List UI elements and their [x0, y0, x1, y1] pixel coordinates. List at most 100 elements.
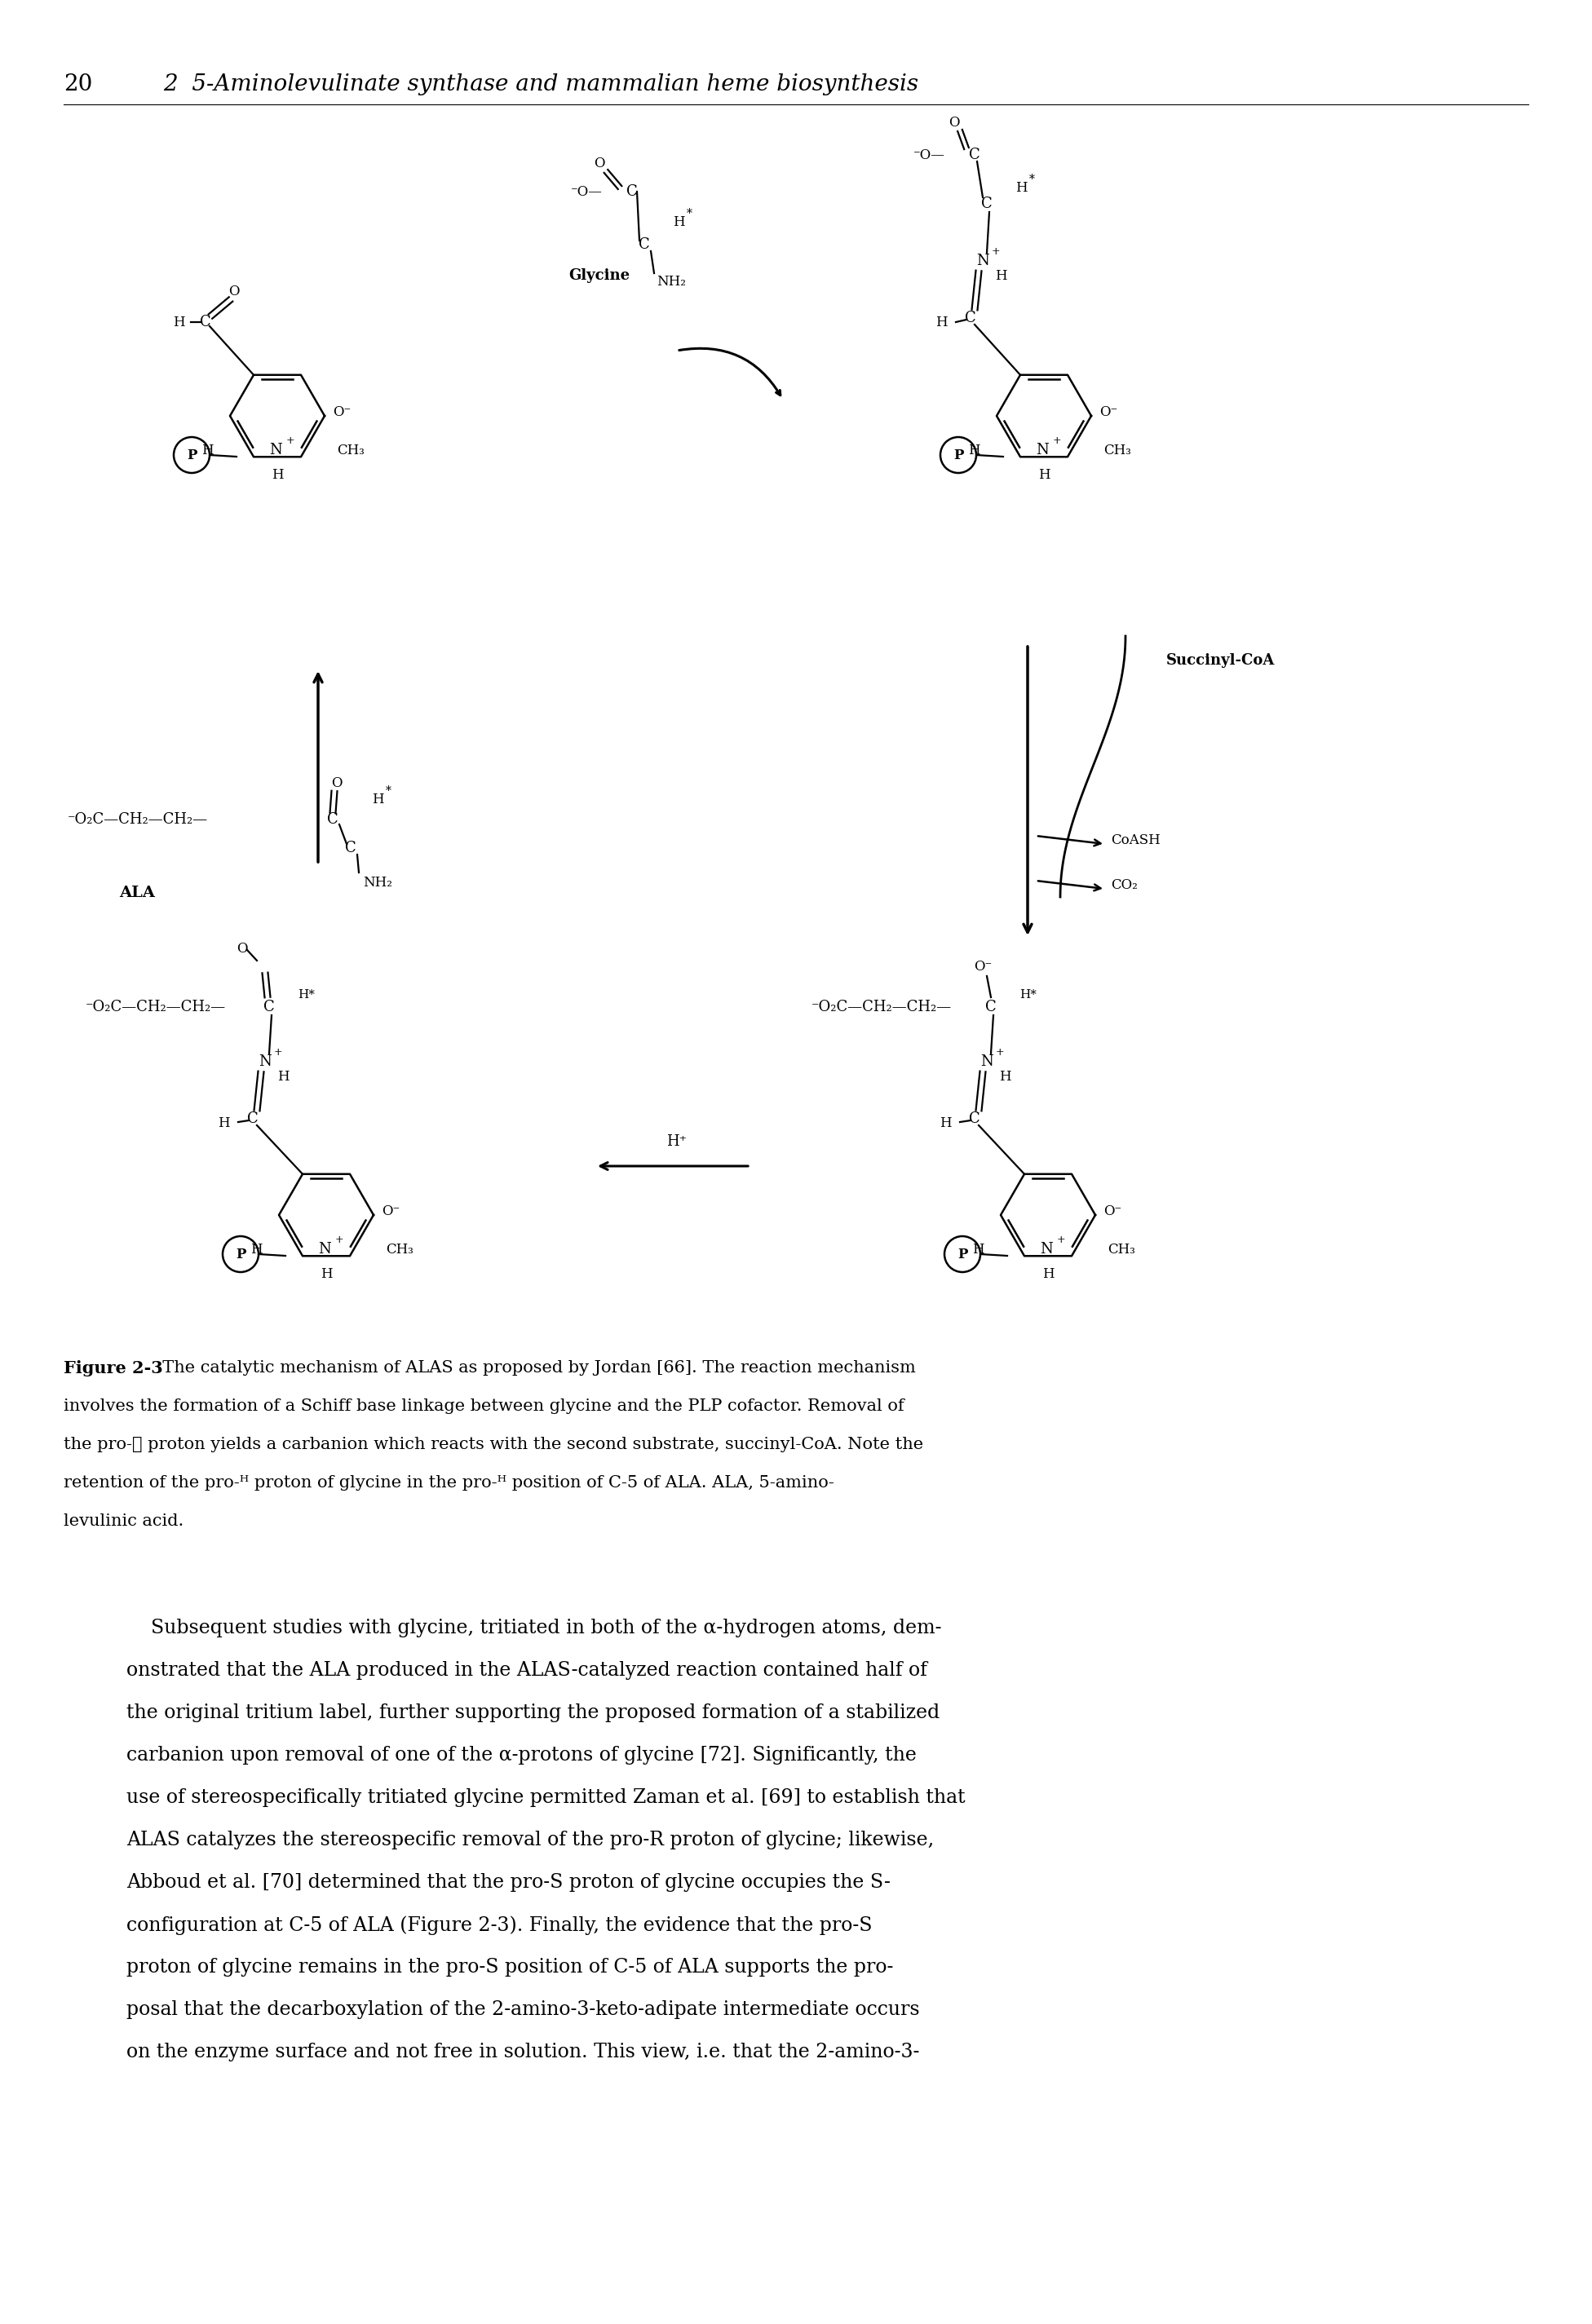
Text: H: H: [277, 1069, 290, 1083]
Text: +: +: [1057, 1234, 1065, 1246]
Text: H: H: [271, 467, 283, 481]
Text: H: H: [995, 270, 1006, 284]
Text: O⁻: O⁻: [333, 404, 350, 418]
Text: N: N: [976, 253, 989, 267]
Text: 20: 20: [64, 74, 92, 95]
Text: ⁻O—: ⁻O—: [914, 149, 946, 163]
Text: ALAS catalyzes the stereospecific removal of the pro-R proton of glycine; likewi: ALAS catalyzes the stereospecific remova…: [126, 1831, 935, 1850]
Text: H: H: [973, 1243, 984, 1257]
Text: C: C: [247, 1111, 258, 1127]
Text: H: H: [373, 792, 384, 806]
Text: +: +: [334, 1234, 344, 1246]
Text: H*: H*: [1019, 990, 1036, 1002]
Circle shape: [174, 437, 210, 474]
Text: P: P: [954, 449, 963, 462]
Text: ⁻O₂C—CH₂—CH₂—: ⁻O₂C—CH₂—CH₂—: [812, 999, 952, 1013]
Text: O: O: [949, 116, 960, 130]
Text: Abboud et al. [70] determined that the pro-S proton of glycine occupies the S-: Abboud et al. [70] determined that the p…: [126, 1873, 890, 1892]
Text: C: C: [264, 999, 275, 1013]
Text: O⁻: O⁻: [1100, 404, 1118, 418]
Text: NH₂: NH₂: [656, 274, 686, 288]
Text: O⁻: O⁻: [974, 960, 992, 974]
Text: +: +: [992, 246, 1000, 256]
Text: N: N: [269, 444, 282, 458]
Text: +: +: [995, 1046, 1005, 1057]
Text: use of stereospecifically tritiated glycine permitted Zaman et al. [69] to estab: use of stereospecifically tritiated glyc…: [126, 1787, 965, 1808]
Text: H: H: [218, 1116, 229, 1129]
Text: O: O: [331, 776, 342, 790]
Text: CH₃: CH₃: [1103, 444, 1130, 458]
Text: O⁻: O⁻: [1103, 1204, 1122, 1218]
Text: C: C: [970, 149, 981, 163]
Text: posal that the decarboxylation of the 2-amino-3-keto-adipate intermediate occurs: posal that the decarboxylation of the 2-…: [126, 2001, 920, 2020]
Text: C: C: [326, 811, 339, 827]
Text: H*: H*: [298, 990, 315, 1002]
Text: C: C: [201, 314, 212, 330]
Text: O: O: [229, 284, 239, 297]
Text: NH₂: NH₂: [363, 876, 392, 890]
Text: involves the formation of a Schiff base linkage between glycine and the PLP cofa: involves the formation of a Schiff base …: [64, 1399, 904, 1413]
Text: The catalytic mechanism of ALAS as proposed by Jordan [66]. The reaction mechani: The catalytic mechanism of ALAS as propo…: [151, 1360, 915, 1376]
Text: proton of glycine remains in the pro-S position of C-5 of ALA supports the pro-: proton of glycine remains in the pro-S p…: [126, 1957, 893, 1978]
Text: CO₂: CO₂: [1111, 878, 1138, 892]
Text: *: *: [686, 207, 693, 218]
Text: H: H: [1016, 181, 1027, 195]
Text: H: H: [673, 214, 685, 228]
Text: carbanion upon removal of one of the α-protons of glycine [72]. Significantly, t: carbanion upon removal of one of the α-p…: [126, 1745, 917, 1764]
Text: H: H: [174, 316, 185, 330]
Text: ⁻O—: ⁻O—: [572, 184, 603, 198]
Text: H: H: [939, 1116, 952, 1129]
Text: N: N: [258, 1055, 272, 1069]
Text: C: C: [981, 198, 992, 211]
Text: +: +: [287, 435, 295, 446]
Text: C: C: [985, 999, 997, 1013]
Text: levulinic acid.: levulinic acid.: [64, 1513, 183, 1529]
Text: CH₃: CH₃: [338, 444, 365, 458]
Text: Figure 2-3: Figure 2-3: [64, 1360, 162, 1376]
Text: 2  5-Aminolevulinate synthase and mammalian heme biosynthesis: 2 5-Aminolevulinate synthase and mammali…: [162, 74, 919, 95]
Text: CH₃: CH₃: [385, 1243, 414, 1257]
Text: H: H: [250, 1243, 263, 1257]
Text: *: *: [385, 786, 392, 797]
Text: CoASH: CoASH: [1111, 832, 1161, 846]
Circle shape: [944, 1236, 981, 1271]
Text: Glycine: Glycine: [568, 267, 630, 284]
Text: ⁻O₂C—CH₂—CH₂—: ⁻O₂C—CH₂—CH₂—: [68, 811, 209, 827]
Text: H⁺: H⁺: [667, 1134, 688, 1148]
Text: the pro-ℛ proton yields a carbanion which reacts with the second substrate, succ: the pro-ℛ proton yields a carbanion whic…: [64, 1436, 923, 1452]
Text: H: H: [320, 1267, 333, 1281]
Text: CH₃: CH₃: [1108, 1243, 1135, 1257]
Text: O: O: [237, 941, 248, 955]
Circle shape: [941, 437, 976, 474]
Text: H: H: [968, 444, 981, 458]
Text: H: H: [998, 1069, 1011, 1083]
Text: H: H: [936, 316, 947, 330]
Text: ⁻O₂C—CH₂—CH₂—: ⁻O₂C—CH₂—CH₂—: [86, 999, 226, 1013]
Text: +: +: [1052, 435, 1062, 446]
Text: N: N: [318, 1241, 331, 1257]
Text: configuration at C-5 of ALA (Figure 2-3). Finally, the evidence that the pro-S: configuration at C-5 of ALA (Figure 2-3)…: [126, 1915, 872, 1934]
Text: *: *: [1028, 174, 1035, 186]
Text: C: C: [638, 237, 650, 251]
Text: P: P: [957, 1248, 968, 1262]
Text: Subsequent studies with glycine, tritiated in both of the α-hydrogen atoms, dem-: Subsequent studies with glycine, tritiat…: [126, 1618, 941, 1638]
Text: P: P: [236, 1248, 245, 1262]
Text: H: H: [1043, 1267, 1054, 1281]
Text: ALA: ALA: [119, 885, 154, 899]
Text: N: N: [1040, 1241, 1052, 1257]
Text: P: P: [186, 449, 197, 462]
Text: +: +: [274, 1046, 282, 1057]
Text: H: H: [202, 444, 213, 458]
Text: the original tritium label, further supporting the proposed formation of a stabi: the original tritium label, further supp…: [126, 1703, 939, 1722]
Text: onstrated that the ALA produced in the ALAS-catalyzed reaction contained half of: onstrated that the ALA produced in the A…: [126, 1662, 927, 1680]
Text: C: C: [627, 184, 638, 200]
Text: O⁻: O⁻: [382, 1204, 400, 1218]
Text: retention of the pro-ᴴ proton of glycine in the pro-ᴴ position of C-5 of ALA. AL: retention of the pro-ᴴ proton of glycine…: [64, 1476, 834, 1490]
Text: on the enzyme surface and not free in solution. This view, i.e. that the 2-amino: on the enzyme surface and not free in so…: [126, 2043, 920, 2061]
Text: H: H: [1038, 467, 1049, 481]
Text: C: C: [965, 311, 976, 325]
Text: N: N: [1036, 444, 1049, 458]
Text: O: O: [594, 156, 605, 170]
Circle shape: [223, 1236, 258, 1271]
Text: C: C: [970, 1111, 981, 1127]
